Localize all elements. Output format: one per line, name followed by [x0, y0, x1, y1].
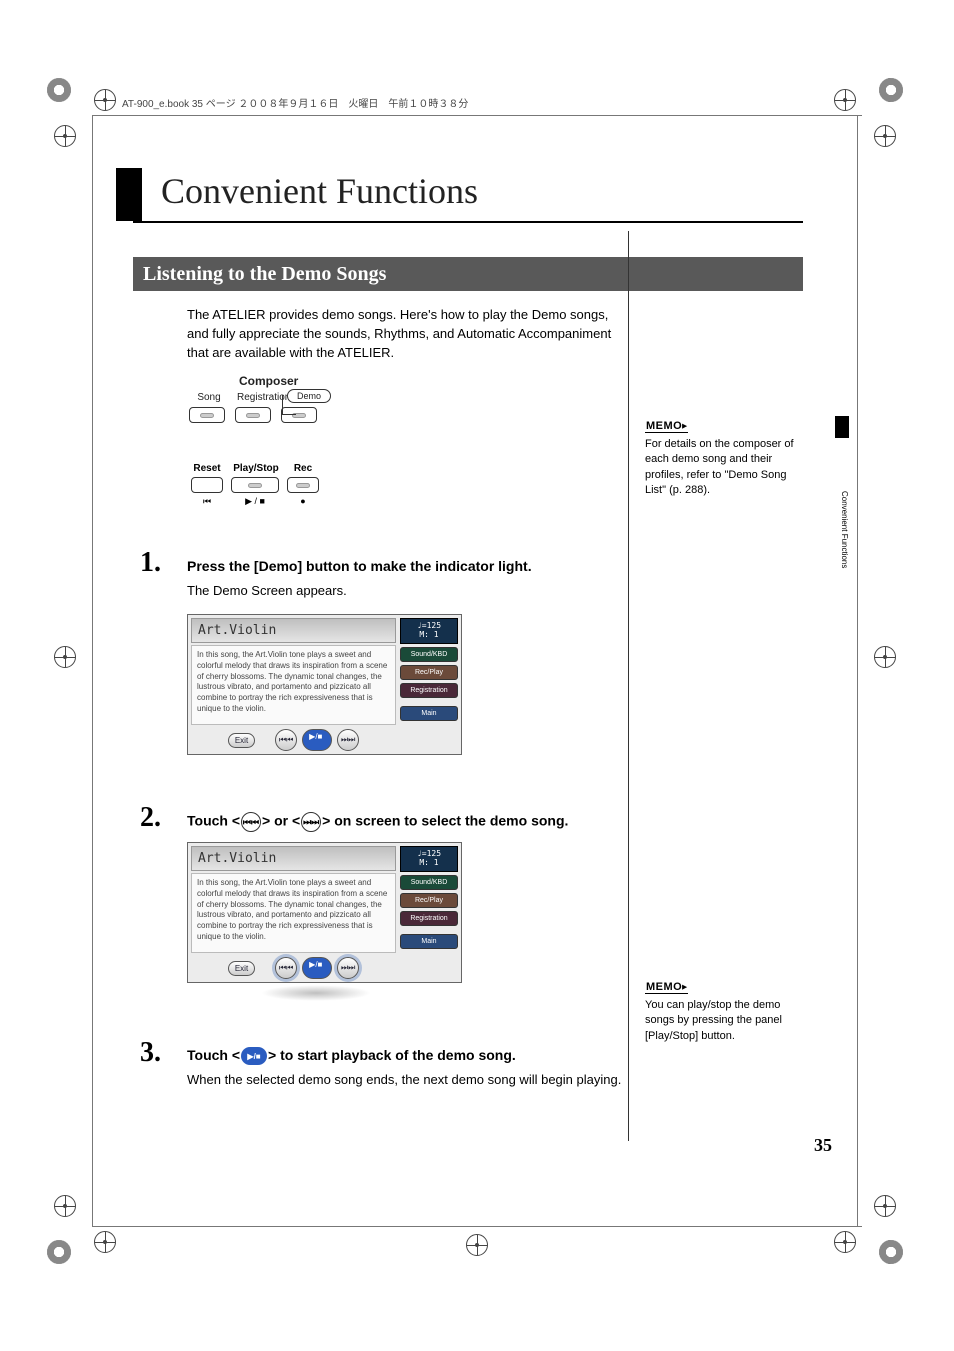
- crop-line-right: [857, 115, 858, 1227]
- step2-post: > on screen to select the demo song.: [322, 813, 568, 829]
- next-icon-inline: ⏭⏭: [301, 812, 321, 832]
- memo-2: MEMO▸ You can play/stop the demo songs b…: [645, 977, 800, 1044]
- side-btn-main[interactable]: Main: [400, 706, 458, 721]
- hw-button-song: [189, 407, 225, 423]
- tempo-line1: ♩=125: [401, 621, 457, 630]
- side-btn-recplay-2[interactable]: Rec/Play: [400, 893, 458, 908]
- next-button[interactable]: ⏭⏭: [337, 729, 359, 751]
- step-2-title: Touch <⏮⏮> or <⏭⏭> on screen to select t…: [187, 812, 568, 832]
- step3-post: > to start playback of the demo song.: [268, 1047, 516, 1063]
- side-btn-registration-2[interactable]: Registration: [400, 911, 458, 926]
- step3-pre: Touch <: [187, 1047, 240, 1063]
- crop-line-bottom: [92, 1226, 862, 1227]
- demo-screenshot-2: ♩=125 M: 1 Sound/KBD Rec/Play Registrati…: [187, 842, 462, 983]
- step-1-body: The Demo Screen appears.: [187, 582, 622, 600]
- tempo-display: ♩=125 M: 1: [400, 618, 458, 644]
- side-index-label: Convenient Functions: [833, 416, 849, 616]
- side-btn-main-2[interactable]: Main: [400, 934, 458, 949]
- memo-2-text: You can play/stop the demo songs by pres…: [645, 998, 800, 1044]
- label-reset: Reset: [187, 463, 227, 474]
- demo-screenshot-1: ♩=125 M: 1 Sound/KBD Rec/Play Registrati…: [187, 614, 462, 755]
- header-timestamp: AT-900_e.book 35 ページ ２００８年９月１６日 火曜日 午前１０…: [122, 95, 468, 110]
- hw-button-registration: [235, 407, 271, 423]
- song-description-2: In this song, the Art.Violin tone plays …: [191, 873, 396, 953]
- step-3-body: When the selected demo song ends, the ne…: [187, 1071, 622, 1089]
- song-title-bar: Art.Violin: [191, 618, 396, 643]
- song-title-bar-2: Art.Violin: [191, 846, 396, 871]
- crop-target-r2: [874, 646, 896, 668]
- crop-ornament-tr: [879, 78, 903, 102]
- memo-1-text: For details on the composer of each demo…: [645, 437, 800, 499]
- icon-playstop: ▶ / ■: [231, 496, 279, 507]
- step2-pre: Touch <: [187, 813, 240, 829]
- hw-button-rec: [287, 477, 319, 493]
- crop-line-left: [92, 115, 93, 1227]
- highlight-shadow: [261, 985, 371, 1001]
- side-btn-recplay[interactable]: Rec/Play: [400, 665, 458, 680]
- crop-target-tl: [94, 89, 116, 111]
- crop-ornament-bl: [47, 1240, 71, 1264]
- step-1-title: Press the [Demo] button to make the indi…: [187, 558, 532, 574]
- icon-reset: ⏮: [191, 496, 223, 507]
- prev-button-2[interactable]: ⏮⏮: [275, 957, 297, 979]
- memo-2-label: MEMO▸: [645, 981, 688, 994]
- step-number-1: 1.: [140, 547, 161, 579]
- step-number-2: 2.: [140, 802, 161, 834]
- exit-button-2[interactable]: Exit: [228, 961, 255, 976]
- title-black-tab: [116, 168, 142, 221]
- next-button-2[interactable]: ⏭⏭: [337, 957, 359, 979]
- play-button-2[interactable]: ▶/■: [302, 957, 332, 979]
- crop-target-l2: [54, 646, 76, 668]
- crop-target-l3: [54, 1195, 76, 1217]
- memo-1-label: MEMO▸: [645, 420, 688, 433]
- label-registration: Registration: [237, 392, 281, 403]
- step2-mid: > or <: [262, 813, 300, 829]
- step-3-title: Touch <▶/■> to start playback of the dem…: [187, 1047, 516, 1065]
- title-underline: [133, 221, 803, 223]
- crop-ornament-tl: [47, 78, 71, 102]
- column-divider: [628, 231, 629, 1141]
- crop-target-r3: [874, 1195, 896, 1217]
- step-number-3: 3.: [140, 1037, 161, 1069]
- composer-panel-diagram: Composer Song Registration Demo: [187, 374, 331, 423]
- play-button[interactable]: ▶/■: [302, 729, 332, 751]
- tempo-line2: M: 1: [401, 630, 457, 639]
- label-playstop: Play/Stop: [229, 463, 283, 474]
- composer-group-label: Composer: [239, 374, 331, 388]
- label-rec: Rec: [285, 463, 321, 474]
- composer-button-labels: Song Registration Demo: [187, 392, 331, 403]
- crop-target-bc: [466, 1234, 488, 1256]
- side-btn-registration[interactable]: Registration: [400, 683, 458, 698]
- crop-ornament-br: [879, 1240, 903, 1264]
- tempo-display-2: ♩=125 M: 1: [400, 846, 458, 872]
- section-header-text: Listening to the Demo Songs: [143, 263, 386, 286]
- page-title: Convenient Functions: [161, 170, 478, 212]
- crop-target-tr: [834, 89, 856, 111]
- side-btn-sound-2[interactable]: Sound/KBD: [400, 875, 458, 890]
- intro-paragraph: The ATELIER provides demo songs. Here's …: [187, 306, 617, 363]
- prev-icon-inline: ⏮⏮: [241, 812, 261, 832]
- hw-button-reset: [191, 477, 223, 493]
- crop-target-br: [834, 1231, 856, 1253]
- crop-target-l1: [54, 125, 76, 147]
- label-song: Song: [187, 392, 231, 403]
- hw-button-playstop: [231, 477, 279, 493]
- section-header-bar: Listening to the Demo Songs: [133, 257, 803, 291]
- song-description: In this song, the Art.Violin tone plays …: [191, 645, 396, 725]
- crop-target-bl: [94, 1231, 116, 1253]
- demo-callout-leader: [282, 395, 296, 415]
- crop-target-r1: [874, 125, 896, 147]
- control-panel-diagram: Reset Play/Stop Rec ⏮ ▶ / ■ ●: [187, 463, 321, 507]
- exit-button[interactable]: Exit: [228, 733, 255, 748]
- prev-button[interactable]: ⏮⏮: [275, 729, 297, 751]
- memo-1: MEMO▸ For details on the composer of eac…: [645, 416, 800, 499]
- page-number: 35: [814, 1135, 832, 1156]
- play-icon-inline: ▶/■: [241, 1047, 267, 1065]
- crop-line-top: [92, 115, 862, 116]
- icon-rec: ●: [287, 496, 319, 507]
- side-btn-sound[interactable]: Sound/KBD: [400, 647, 458, 662]
